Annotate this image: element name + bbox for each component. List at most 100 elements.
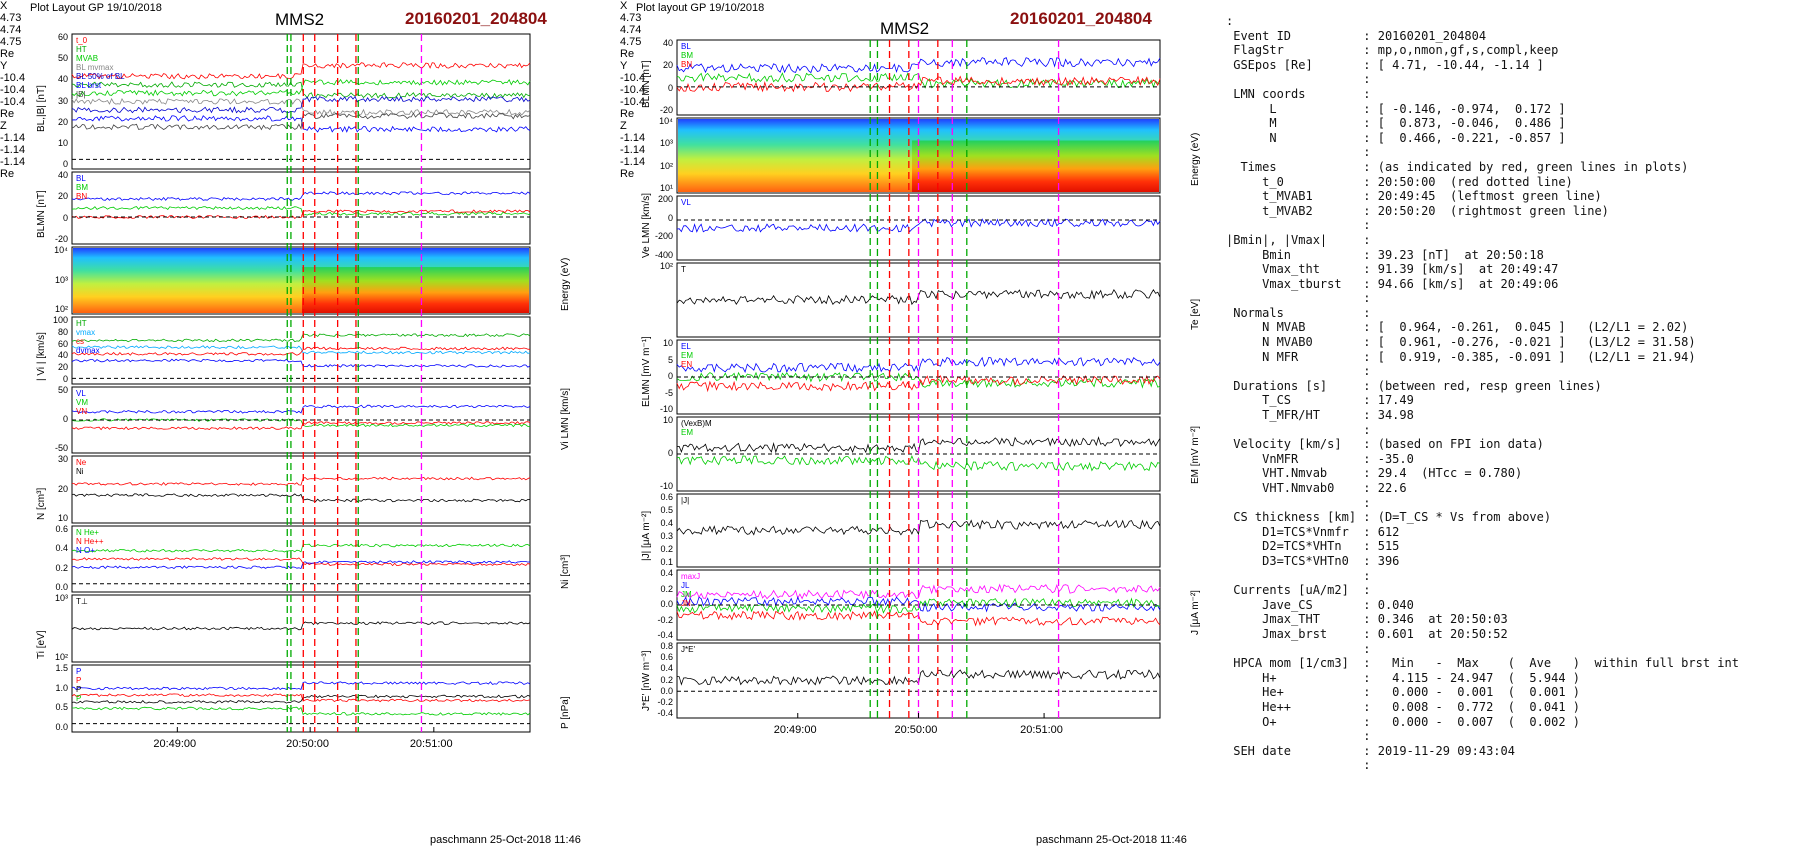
position-unit: Re: [620, 108, 635, 120]
series-line: [71, 191, 531, 201]
legend-entry: maxJ: [681, 572, 701, 581]
series-line: [71, 345, 531, 355]
position-value: 4.75: [620, 36, 642, 48]
summary-line: Durations [s] : (between red, resp green…: [1233, 378, 1602, 393]
summary-line: :: [1363, 145, 1371, 160]
summary-line: Times : (as indicated by red, green line…: [1240, 159, 1689, 174]
summary-line: Jmax_brst : 0.601 at 20:50:52: [1262, 626, 1508, 641]
summary-line: GSEpos [Re] : [ 4.71, -10.44, -1.14 ]: [1233, 57, 1544, 72]
legend-entry: HT: [76, 319, 87, 328]
position-value: -10.4: [0, 84, 26, 96]
y-tick-label: 0.5: [660, 505, 673, 515]
summary-line: Vmax_tburst : 94.66 [km/s] at 20:49:06: [1262, 276, 1559, 291]
y-tick-label: 0.4: [55, 543, 68, 554]
series-line: [71, 115, 531, 133]
summary-line: Event ID : 20160201_204804: [1233, 28, 1487, 43]
y-tick-label: 10²: [659, 160, 673, 171]
legend-entry: BN: [76, 192, 88, 201]
position-value: -1.14: [620, 132, 646, 144]
panel-frame: [71, 171, 531, 245]
y-tick-label: 20: [57, 116, 68, 127]
legend-entry: EN: [681, 360, 693, 369]
series-line: [71, 493, 531, 503]
y-tick-label: 5: [667, 354, 673, 365]
summary-line: O+ : 0.000 - 0.007 ( 0.002 ): [1262, 714, 1581, 729]
y-tick-label: 10¹: [659, 183, 673, 193]
legend-entry: N He+: [76, 528, 99, 537]
series-line: [72, 706, 531, 716]
y-tick-label: 50: [57, 385, 68, 395]
summary-line: :: [1363, 218, 1371, 233]
y-tick-label: -200: [654, 231, 673, 242]
left-footer: paschmann 25-Oct-2018 11:46: [430, 834, 581, 846]
y-axis-label: Ve LMN [km/s]: [641, 192, 652, 258]
legend-entry: HT: [76, 45, 87, 54]
legend-entry: T: [681, 265, 686, 274]
right-footer: paschmann 25-Oct-2018 11:46: [1036, 834, 1187, 846]
y-tick-label: 10³: [659, 138, 673, 149]
y-axis-label: | Vi | [km/s]: [36, 331, 47, 381]
position-value: -1.14: [620, 156, 646, 168]
position-row-label: Y: [0, 60, 8, 72]
position-value: -1.14: [0, 156, 26, 168]
position-value: -1.14: [0, 144, 26, 156]
series-line: [71, 418, 531, 428]
y-tick-label: 40: [662, 38, 673, 48]
legend-entry: EM: [681, 351, 693, 360]
spectrogram-sheath-region: [912, 140, 1159, 192]
y-axis-label: Ti [eV]: [36, 629, 47, 659]
summary-line: M : [ 0.873, -0.046, 0.486 ]: [1269, 116, 1566, 131]
series-line: [71, 112, 531, 131]
position-value: 4.74: [620, 24, 642, 36]
y-tick-label: 60: [57, 32, 68, 42]
legend-entry: Ni: [76, 467, 84, 476]
legend-entry: VM: [76, 398, 88, 407]
y-tick-label: 0: [667, 82, 673, 93]
position-value: 4.73: [0, 12, 22, 24]
summary-line: Velocity [km/s] : (based on FPI ion data…: [1233, 437, 1544, 452]
y-tick-label: -10: [659, 481, 673, 491]
x-tick-label: 20:49:00: [773, 724, 817, 736]
y-tick-label: 0: [62, 159, 68, 169]
y-tick-label: 0: [62, 374, 68, 384]
position-value: -10.4: [620, 84, 646, 96]
legend-entry: P: [76, 685, 82, 694]
legend-entry: T⊥: [76, 597, 88, 606]
position-row-label: X: [620, 0, 628, 12]
summary-line: He+ : 0.000 - 0.001 ( 0.001 ): [1262, 685, 1581, 700]
right-plot-header: Plot layout GP 19/10/2018: [636, 2, 765, 14]
y-tick-label: 1.0: [55, 682, 68, 693]
legend-entry: EL: [681, 342, 691, 351]
panel-frame: [71, 664, 531, 733]
y-tick-label: 0: [667, 371, 673, 381]
series-line: [71, 62, 531, 80]
x-tick-label: 20:50:00: [894, 724, 938, 736]
summary-line: He++ : 0.008 - 0.772 ( 0.041 ): [1262, 699, 1581, 714]
position-value: 4.74: [0, 24, 22, 36]
summary-line: LMN coords :: [1233, 86, 1371, 101]
y-tick-label: 0.1: [660, 557, 673, 567]
y-tick-label: -5: [664, 387, 673, 398]
series-line: [71, 421, 531, 431]
legend-entry: BL: [681, 42, 691, 51]
position-row-label: Z: [0, 120, 7, 132]
summary-line: Normals :: [1233, 305, 1371, 320]
legend-entry: |J|: [681, 496, 690, 505]
legend-entry: P: [76, 667, 82, 676]
summary-line: N MVAB0 : [ 0.961, -0.276, -0.021 ] (L3/…: [1262, 335, 1696, 350]
legend-entry: BL mvmax: [76, 63, 114, 72]
series-line: [71, 333, 531, 343]
spectrogram-sheath-region: [302, 267, 529, 313]
series-line: [71, 78, 531, 97]
y-tick-label: 0.2: [660, 674, 673, 685]
plot-svg: [676, 39, 1161, 719]
position-unit: Re: [0, 168, 15, 180]
summary-line: N MFR : [ 0.919, -0.385, -0.091 ] (L2/L1…: [1262, 349, 1696, 364]
y-tick-label: 40: [57, 170, 68, 180]
panel-frame: [71, 455, 531, 524]
y-tick-label: 0.0: [660, 599, 673, 609]
y-tick-label: 100: [52, 315, 68, 325]
legend-entry: vmax: [76, 328, 96, 337]
legend-entry: JN: [681, 599, 691, 608]
y-tick-label: 0: [62, 212, 68, 223]
